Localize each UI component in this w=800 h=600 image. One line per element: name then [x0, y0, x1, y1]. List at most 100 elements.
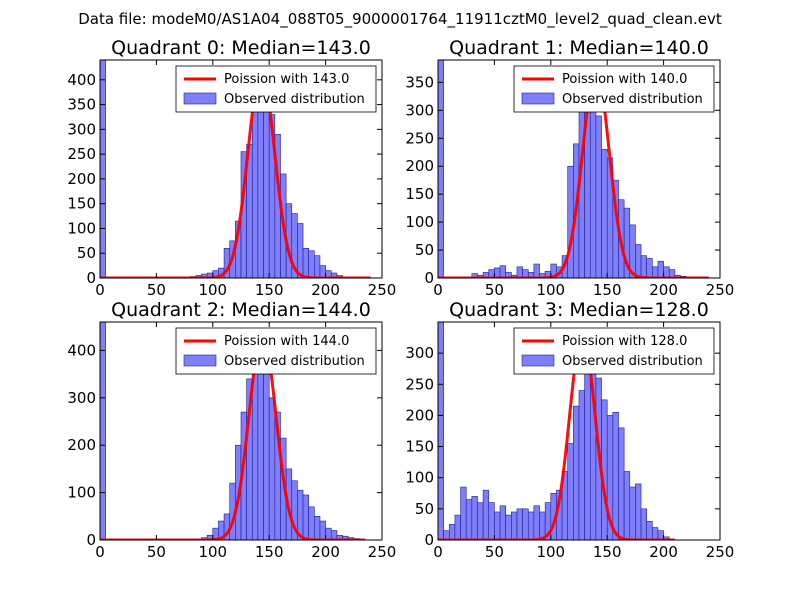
histogram-bar [438, 60, 444, 278]
poisson-curve [100, 70, 371, 278]
histogram-bar [567, 165, 574, 278]
histogram-bar [657, 260, 664, 278]
x-tick-label: 100 [198, 543, 227, 561]
axes-frame [437, 321, 721, 541]
histogram-bar [533, 505, 540, 540]
legend-label-poisson: Poission with 140.0 [562, 72, 687, 87]
x-tick-label: 250 [706, 543, 735, 561]
y-tick-label: 100 [67, 484, 96, 502]
histogram-bar [499, 265, 506, 278]
legend-label-poisson: Poission with 143.0 [224, 72, 349, 87]
y-tick-label: 300 [67, 389, 96, 407]
histogram-bar [448, 524, 456, 540]
y-tick-label: 150 [405, 185, 434, 203]
histogram-bar [302, 247, 309, 278]
quadrant-0-panel: Quadrant 0: Median=143.0 0 50 100 150 200 250… [67, 37, 396, 299]
legend-bar-swatch [183, 92, 217, 105]
histogram-bar [308, 250, 315, 278]
histogram-bar [302, 494, 309, 540]
y-tick-label: 350 [405, 73, 434, 91]
histogram-bar [268, 397, 276, 540]
x-tick-label: 250 [368, 543, 397, 561]
histogram-bar [567, 443, 574, 540]
histogram-bar [618, 427, 625, 540]
histogram-bar [488, 502, 495, 540]
histogram-bar [263, 86, 270, 278]
axes-frame [99, 59, 383, 279]
histogram-bar [646, 258, 653, 278]
histogram-bar [454, 514, 461, 540]
x-tick-label: 50 [485, 281, 504, 299]
quadrant-2-title: Quadrant 2: Median=144.0 [111, 299, 371, 321]
histogram-bar [539, 511, 546, 540]
legend-bar-swatch [521, 354, 555, 367]
legend-label-observed: Observed distribution [224, 354, 365, 369]
histogram-bar [438, 322, 444, 540]
y-tick-label: 150 [67, 195, 96, 213]
x-tick-label: 200 [311, 281, 340, 299]
legend: Poission with 128.0 Observed distribution [513, 327, 715, 375]
histogram-bar [482, 489, 490, 540]
x-tick-label: 100 [198, 281, 227, 299]
histogram-bar [494, 267, 501, 278]
x-tick-label: 0 [433, 543, 443, 561]
y-tick-label: 250 [405, 129, 434, 147]
y-tick-label: 0 [424, 269, 434, 287]
histogram-bar [511, 511, 518, 540]
figure-title: Data file: modeM0/AS1A04_088T05_90000017… [78, 10, 722, 29]
x-tick-label: 50 [147, 543, 166, 561]
y-tick-label: 50 [415, 241, 434, 259]
legend: Poission with 140.0 Observed distribution [513, 65, 715, 113]
y-tick-label: 300 [405, 344, 434, 362]
y-tick-label: 0 [424, 531, 434, 549]
y-tick-label: 300 [67, 120, 96, 138]
legend-bar-swatch [521, 92, 555, 105]
legend-box [175, 327, 377, 375]
y-tick-label: 200 [67, 170, 96, 188]
histogram-bar [635, 244, 642, 278]
histogram-bar [297, 223, 304, 278]
histogram-bar [652, 527, 659, 540]
y-tick-label: 100 [67, 219, 96, 237]
legend: Poission with 144.0 Observed distribution [175, 327, 377, 375]
x-tick-label: 250 [706, 281, 735, 299]
y-tick-label: 200 [405, 406, 434, 424]
histogram-bar [319, 265, 326, 278]
histogram-bar [635, 483, 642, 540]
legend: Poission with 143.0 Observed distribution [175, 65, 377, 113]
histogram-bar [314, 516, 321, 540]
axes-frame [437, 59, 721, 279]
quadrant-0-title: Quadrant 0: Median=143.0 [111, 37, 371, 59]
histogram-bar [612, 412, 619, 540]
legend-box [513, 327, 715, 375]
histogram-bar [100, 60, 106, 278]
quadrant-0-plot-area [100, 60, 371, 278]
x-tick-label: 0 [95, 543, 105, 561]
histogram-bar [325, 527, 332, 540]
poisson-curve [438, 68, 709, 278]
x-tick-label: 150 [255, 543, 284, 561]
x-tick-label: 50 [485, 543, 504, 561]
histogram-bar [477, 502, 484, 540]
legend-label-observed: Observed distribution [562, 354, 703, 369]
y-tick-label: 250 [67, 145, 96, 163]
y-tick-label: 50 [77, 244, 96, 262]
y-tick-label: 100 [405, 213, 434, 231]
histogram-bar [465, 499, 473, 540]
histogram-bar [516, 508, 523, 540]
x-tick-label: 0 [95, 281, 105, 299]
histogram-bar [623, 471, 631, 540]
legend-label-observed: Observed distribution [562, 92, 703, 107]
y-tick-label: 400 [67, 341, 96, 359]
y-tick-label: 50 [415, 500, 434, 518]
histogram-bar [263, 373, 270, 540]
histogram-bar [573, 405, 580, 540]
x-tick-label: 200 [311, 543, 340, 561]
y-tick-label: 0 [86, 531, 96, 549]
histogram-bar [629, 486, 636, 540]
x-tick-label: 0 [433, 281, 443, 299]
axes-frame [99, 321, 383, 541]
histogram-bar [652, 266, 659, 278]
x-tick-label: 150 [255, 281, 284, 299]
histogram-bar [251, 94, 259, 278]
